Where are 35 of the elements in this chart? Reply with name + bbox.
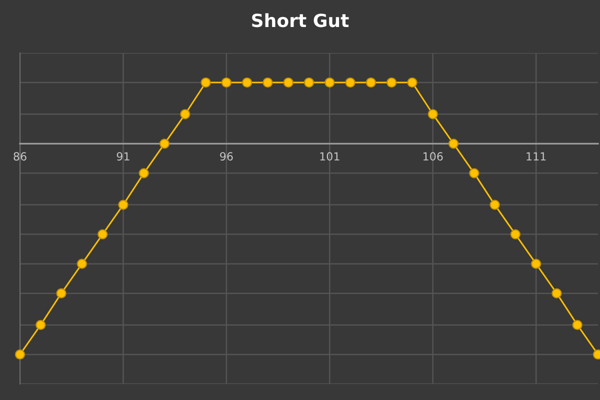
point [283,77,294,88]
x-tick-label: 96 [220,152,233,161]
point [490,200,500,210]
point [200,77,211,88]
point [138,168,149,178]
point [469,168,480,178]
point [366,77,376,88]
point [407,77,418,88]
point [98,229,108,240]
chart-title: Short Gut [252,13,349,28]
point [262,77,273,88]
point [386,77,397,88]
point [345,77,356,88]
point [242,77,252,88]
x-tick-label: 91 [116,152,130,161]
x-tick-label: 86 [14,152,26,161]
point [448,138,459,149]
point [76,258,87,269]
point [118,200,128,210]
point [36,320,46,330]
x-tick-label: 111 [526,152,546,160]
point [56,288,66,298]
point [552,288,562,298]
point [531,258,542,269]
point [180,109,190,120]
x-tick-label: 101 [320,152,340,161]
point [304,77,314,88]
x-tick-label: 106 [423,152,443,161]
point [159,138,170,149]
point [572,320,582,330]
point [428,109,438,120]
point [14,349,26,360]
point [221,77,232,88]
point [510,229,520,240]
point [324,77,335,88]
